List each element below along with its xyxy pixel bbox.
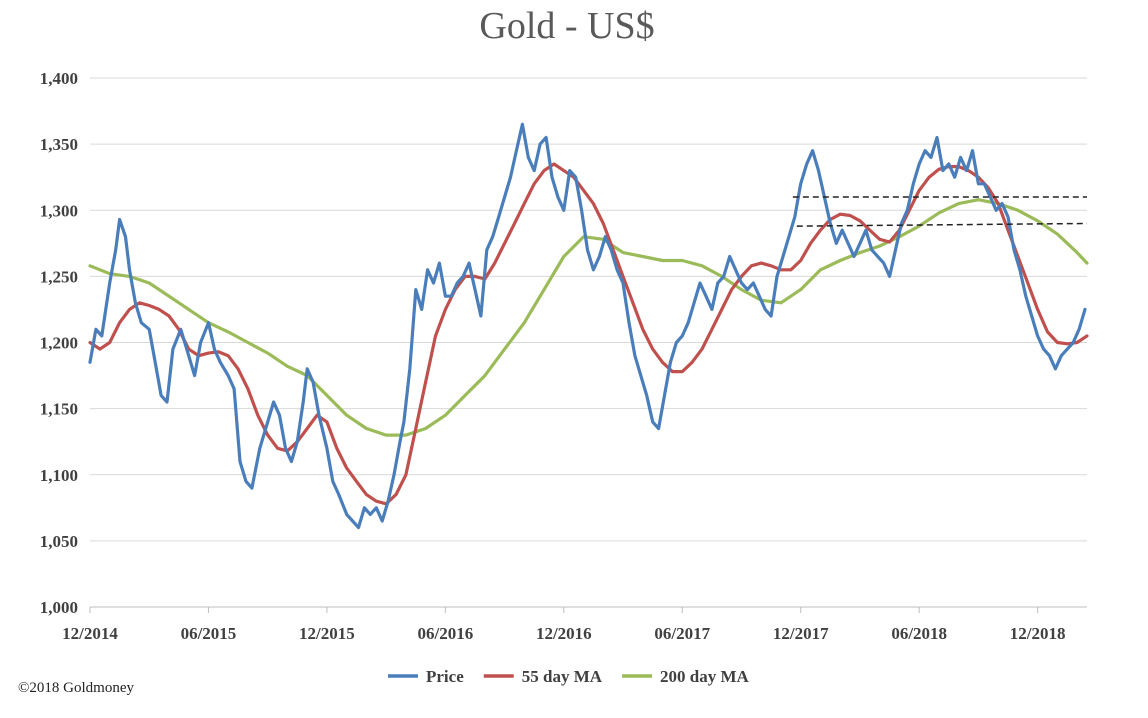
dashed-annotation-line (796, 222, 1088, 227)
legend: Price 55 day MA 200 day MA (388, 667, 750, 686)
y-tick-label: 1,000 (40, 598, 78, 617)
y-tick-label: 1,200 (40, 334, 78, 353)
y-tick-label: 1,300 (40, 201, 78, 220)
y-tick-label: 1,100 (40, 466, 78, 485)
y-tick-label: 1,400 (40, 69, 78, 88)
copyright-text: ©2018 Goldmoney (18, 680, 134, 696)
x-tick-label: 06/2015 (181, 624, 237, 643)
legend-label: Price (426, 667, 464, 686)
y-tick-label: 1,250 (40, 267, 78, 286)
x-tick-label: 12/2018 (1010, 624, 1066, 643)
y-axis-ticks: 1,000 1,050 1,100 1,150 1,200 1,250 1,300 1,350… (40, 69, 78, 617)
annotation-lines (792, 196, 1088, 227)
x-tick-label: 12/2015 (299, 624, 355, 643)
x-tick-label: 06/2017 (654, 624, 710, 643)
y-tick-label: 1,150 (40, 400, 78, 419)
series-line-200-day-ma (88, 198, 1089, 437)
x-axis-ticks: 12/2014 06/2015 12/2015 06/2016 12/2016 06/20… (62, 607, 1066, 643)
series-line-55-day-ma (88, 162, 1089, 506)
chart-title: Gold - US$ (479, 5, 654, 47)
x-tick-label: 06/2018 (891, 624, 947, 643)
series-line-price (88, 122, 1087, 530)
y-tick-label: 1,050 (40, 532, 78, 551)
legend-label: 55 day MA (522, 667, 603, 686)
y-tick-label: 1,350 (40, 135, 78, 154)
x-tick-label: 12/2014 (62, 624, 118, 643)
legend-label: 200 day MA (660, 667, 750, 686)
series-lines (88, 122, 1089, 530)
x-tick-label: 12/2016 (536, 624, 592, 643)
x-tick-label: 12/2017 (773, 624, 829, 643)
x-tick-label: 06/2016 (417, 624, 473, 643)
